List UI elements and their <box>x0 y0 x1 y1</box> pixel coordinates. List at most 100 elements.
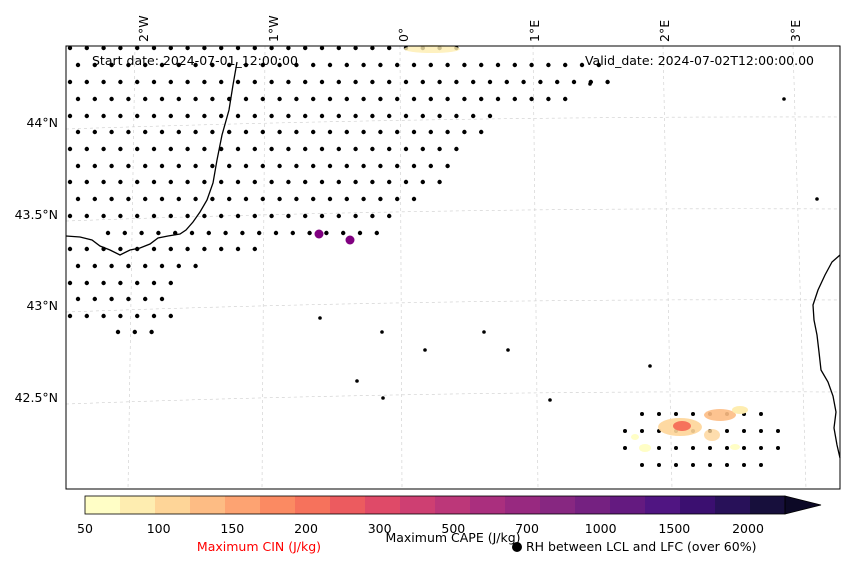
rh-dot <box>159 62 165 68</box>
rh-dot <box>286 179 291 185</box>
rh-dot <box>176 196 181 202</box>
rh-dot <box>227 163 232 169</box>
rh-dot <box>462 96 467 102</box>
rh-dot <box>84 213 90 219</box>
colorbar-segment <box>540 496 576 514</box>
rh-dot <box>193 96 198 102</box>
rh-label: RH between LCL and LFC (over 60%) <box>526 539 756 554</box>
rh-dot <box>206 230 211 236</box>
rh-dot <box>151 179 157 185</box>
rh-dot <box>428 62 433 68</box>
rh-dot <box>135 45 140 51</box>
rh-dot <box>344 196 349 202</box>
rh-dot <box>495 62 501 68</box>
rh-dot <box>269 146 274 152</box>
rh-dot <box>370 146 375 152</box>
rh-dot <box>336 45 341 51</box>
rh-dot <box>454 79 459 85</box>
rh-dot <box>126 129 131 135</box>
cape-patch <box>631 434 639 440</box>
rh-dot <box>67 280 73 286</box>
colorbar-segment <box>505 496 541 514</box>
rh-dot <box>353 45 358 51</box>
rh-dot <box>387 146 392 152</box>
rh-dot <box>126 263 131 269</box>
rh-dot <box>101 79 106 85</box>
rh-dot <box>395 129 400 135</box>
rh-dot <box>235 113 241 119</box>
rh-dot <box>403 79 409 85</box>
rh-dot <box>341 230 346 236</box>
rh-dot <box>303 45 308 51</box>
rh-dot <box>185 113 190 119</box>
rh-dot <box>185 146 190 152</box>
rh-dot <box>378 129 383 135</box>
rh-dot <box>437 79 442 85</box>
lon-label-2e: 2°E <box>657 20 672 42</box>
rh-dot <box>361 96 366 102</box>
rh-dot <box>462 62 467 68</box>
rh-dot <box>118 113 123 119</box>
colorbar-segment <box>330 496 366 514</box>
rh-dot <box>374 230 379 236</box>
rh-dot <box>324 230 329 236</box>
rh-dot <box>159 263 165 269</box>
rh-dot <box>159 129 165 135</box>
rh-dot <box>303 113 308 119</box>
rh-dot <box>327 196 333 202</box>
rh-dot <box>420 113 425 119</box>
lat-label-43-5: 43.5°N <box>15 207 58 222</box>
rh-dot <box>115 329 121 335</box>
rh-dot <box>252 246 257 252</box>
colorbar-tick-label: 1000 <box>585 521 617 536</box>
rh-dot <box>327 62 333 68</box>
rh-dot <box>311 62 316 68</box>
colorbar-outline <box>84 495 786 515</box>
rh-dot <box>548 398 552 402</box>
rh-dot <box>495 96 501 102</box>
rh-dot <box>742 446 746 450</box>
rh-dot <box>135 179 140 185</box>
rh-dot <box>674 446 678 450</box>
rh-dot <box>227 129 232 135</box>
rh-dot <box>286 113 291 119</box>
rh-dot <box>759 412 763 416</box>
cape-patch <box>730 444 740 450</box>
rh-dot <box>294 163 299 169</box>
rh-dot <box>546 96 551 102</box>
colorbar-tick-label: 150 <box>220 521 244 536</box>
rh-dot <box>156 230 161 236</box>
rh-dot <box>126 163 131 169</box>
rh-dot <box>176 263 181 269</box>
rh-dot <box>243 62 249 68</box>
rh-dot <box>126 62 131 68</box>
rh-dot <box>235 213 241 219</box>
rh-dot <box>445 62 450 68</box>
rh-dot <box>101 313 106 319</box>
rh-dot <box>168 213 173 219</box>
rh-dot <box>303 79 308 85</box>
rh-dot <box>109 96 114 102</box>
rh-dot <box>479 62 484 68</box>
rh-dot <box>336 179 341 185</box>
cape-shading <box>404 45 748 452</box>
rh-dot <box>243 163 249 169</box>
rh-dots-layer <box>67 45 819 467</box>
rh-dot <box>815 197 819 201</box>
rh-dot <box>319 113 325 119</box>
rh-dot <box>319 79 325 85</box>
cin-label: Maximum CIN (J/kg) <box>197 539 321 554</box>
rh-dot <box>361 163 366 169</box>
colorbar-tick-label: 1500 <box>658 521 690 536</box>
rh-dot <box>319 45 325 51</box>
rh-dot <box>132 329 137 335</box>
rh-dot <box>445 96 450 102</box>
rh-dot <box>471 79 476 85</box>
rh-dot <box>92 196 98 202</box>
rh-dot <box>420 146 425 152</box>
rh-dot <box>75 296 81 302</box>
rh-dot <box>387 45 392 51</box>
rh-dot <box>143 196 148 202</box>
rh-dot <box>118 79 123 85</box>
rh-dot <box>67 313 73 319</box>
